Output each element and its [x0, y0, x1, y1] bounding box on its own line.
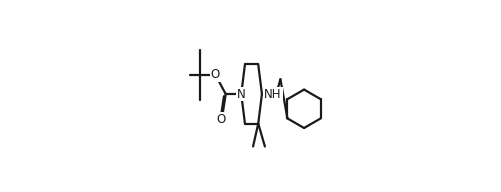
Text: N: N [237, 88, 245, 100]
Text: O: O [211, 68, 220, 81]
Text: NH: NH [264, 88, 282, 100]
Text: O: O [216, 113, 225, 126]
